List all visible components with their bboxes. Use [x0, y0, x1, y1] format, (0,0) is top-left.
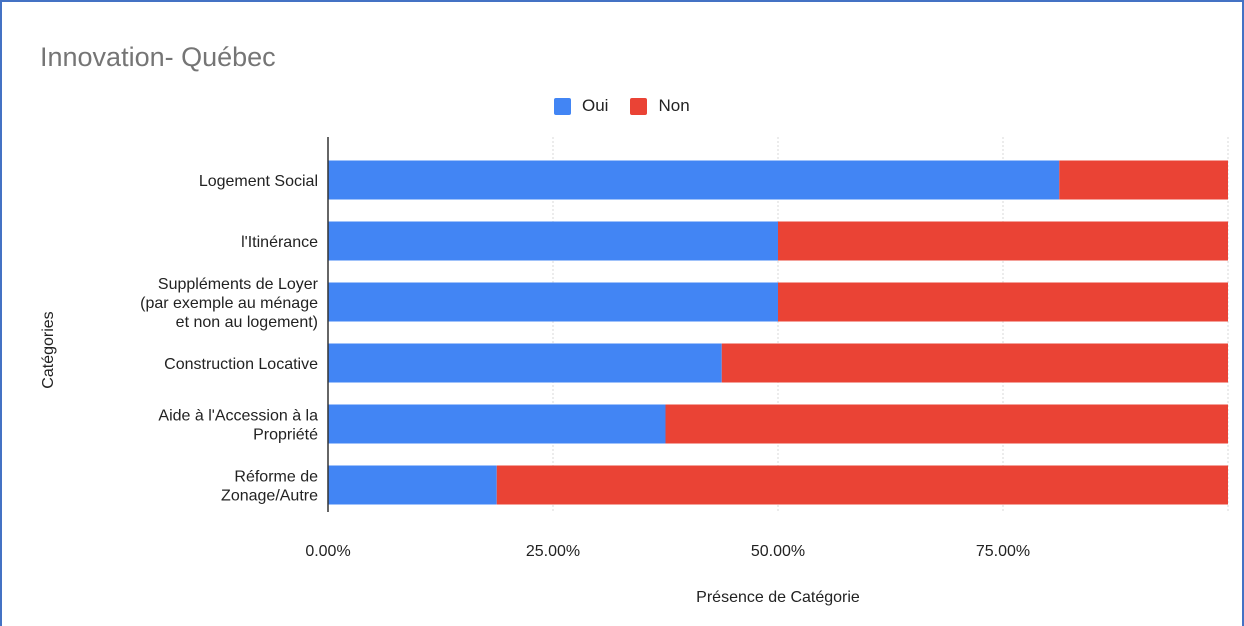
- x-tick-label: 25.00%: [526, 543, 580, 560]
- bar-non: [778, 282, 1228, 322]
- legend-label-non: Non: [658, 96, 690, 115]
- legend-item-non: Non: [630, 96, 690, 116]
- legend-swatch-oui: [554, 97, 571, 115]
- x-axis-label: Présence de Catégorie: [696, 589, 860, 606]
- legend-label-oui: Oui: [582, 96, 609, 115]
- legend-item-oui: Oui: [554, 96, 608, 116]
- x-tick-label: 75.00%: [976, 543, 1030, 560]
- bar-non: [496, 465, 1228, 505]
- bar-oui: [328, 282, 778, 322]
- category-label: Suppléments de Loyer (par exemple au ména…: [140, 276, 319, 331]
- category-label: l'Itinérance: [241, 234, 318, 251]
- legend-swatch-non: [630, 97, 648, 115]
- bar-non: [1059, 160, 1228, 200]
- legend: Oui Non: [554, 96, 712, 116]
- bar-oui: [328, 404, 666, 444]
- category-label: Aide à l'Accession à la Propriété: [158, 408, 318, 444]
- bar-oui: [328, 343, 722, 383]
- bar-oui: [328, 221, 778, 261]
- x-tick-label: 0.00%: [305, 543, 350, 560]
- category-label: Construction Locative: [164, 356, 318, 373]
- bar-non: [778, 221, 1228, 261]
- x-tick-label: 50.00%: [751, 543, 805, 560]
- chart-title: Innovation- Québec: [40, 42, 276, 72]
- bar-oui: [328, 160, 1060, 200]
- bar-non: [665, 404, 1228, 444]
- bar-oui: [328, 465, 497, 505]
- bar-non: [721, 343, 1228, 383]
- y-axis-label: Catégories: [40, 311, 57, 388]
- category-label: Logement Social: [199, 173, 318, 190]
- category-label: Réforme de Zonage/Autre: [221, 469, 318, 505]
